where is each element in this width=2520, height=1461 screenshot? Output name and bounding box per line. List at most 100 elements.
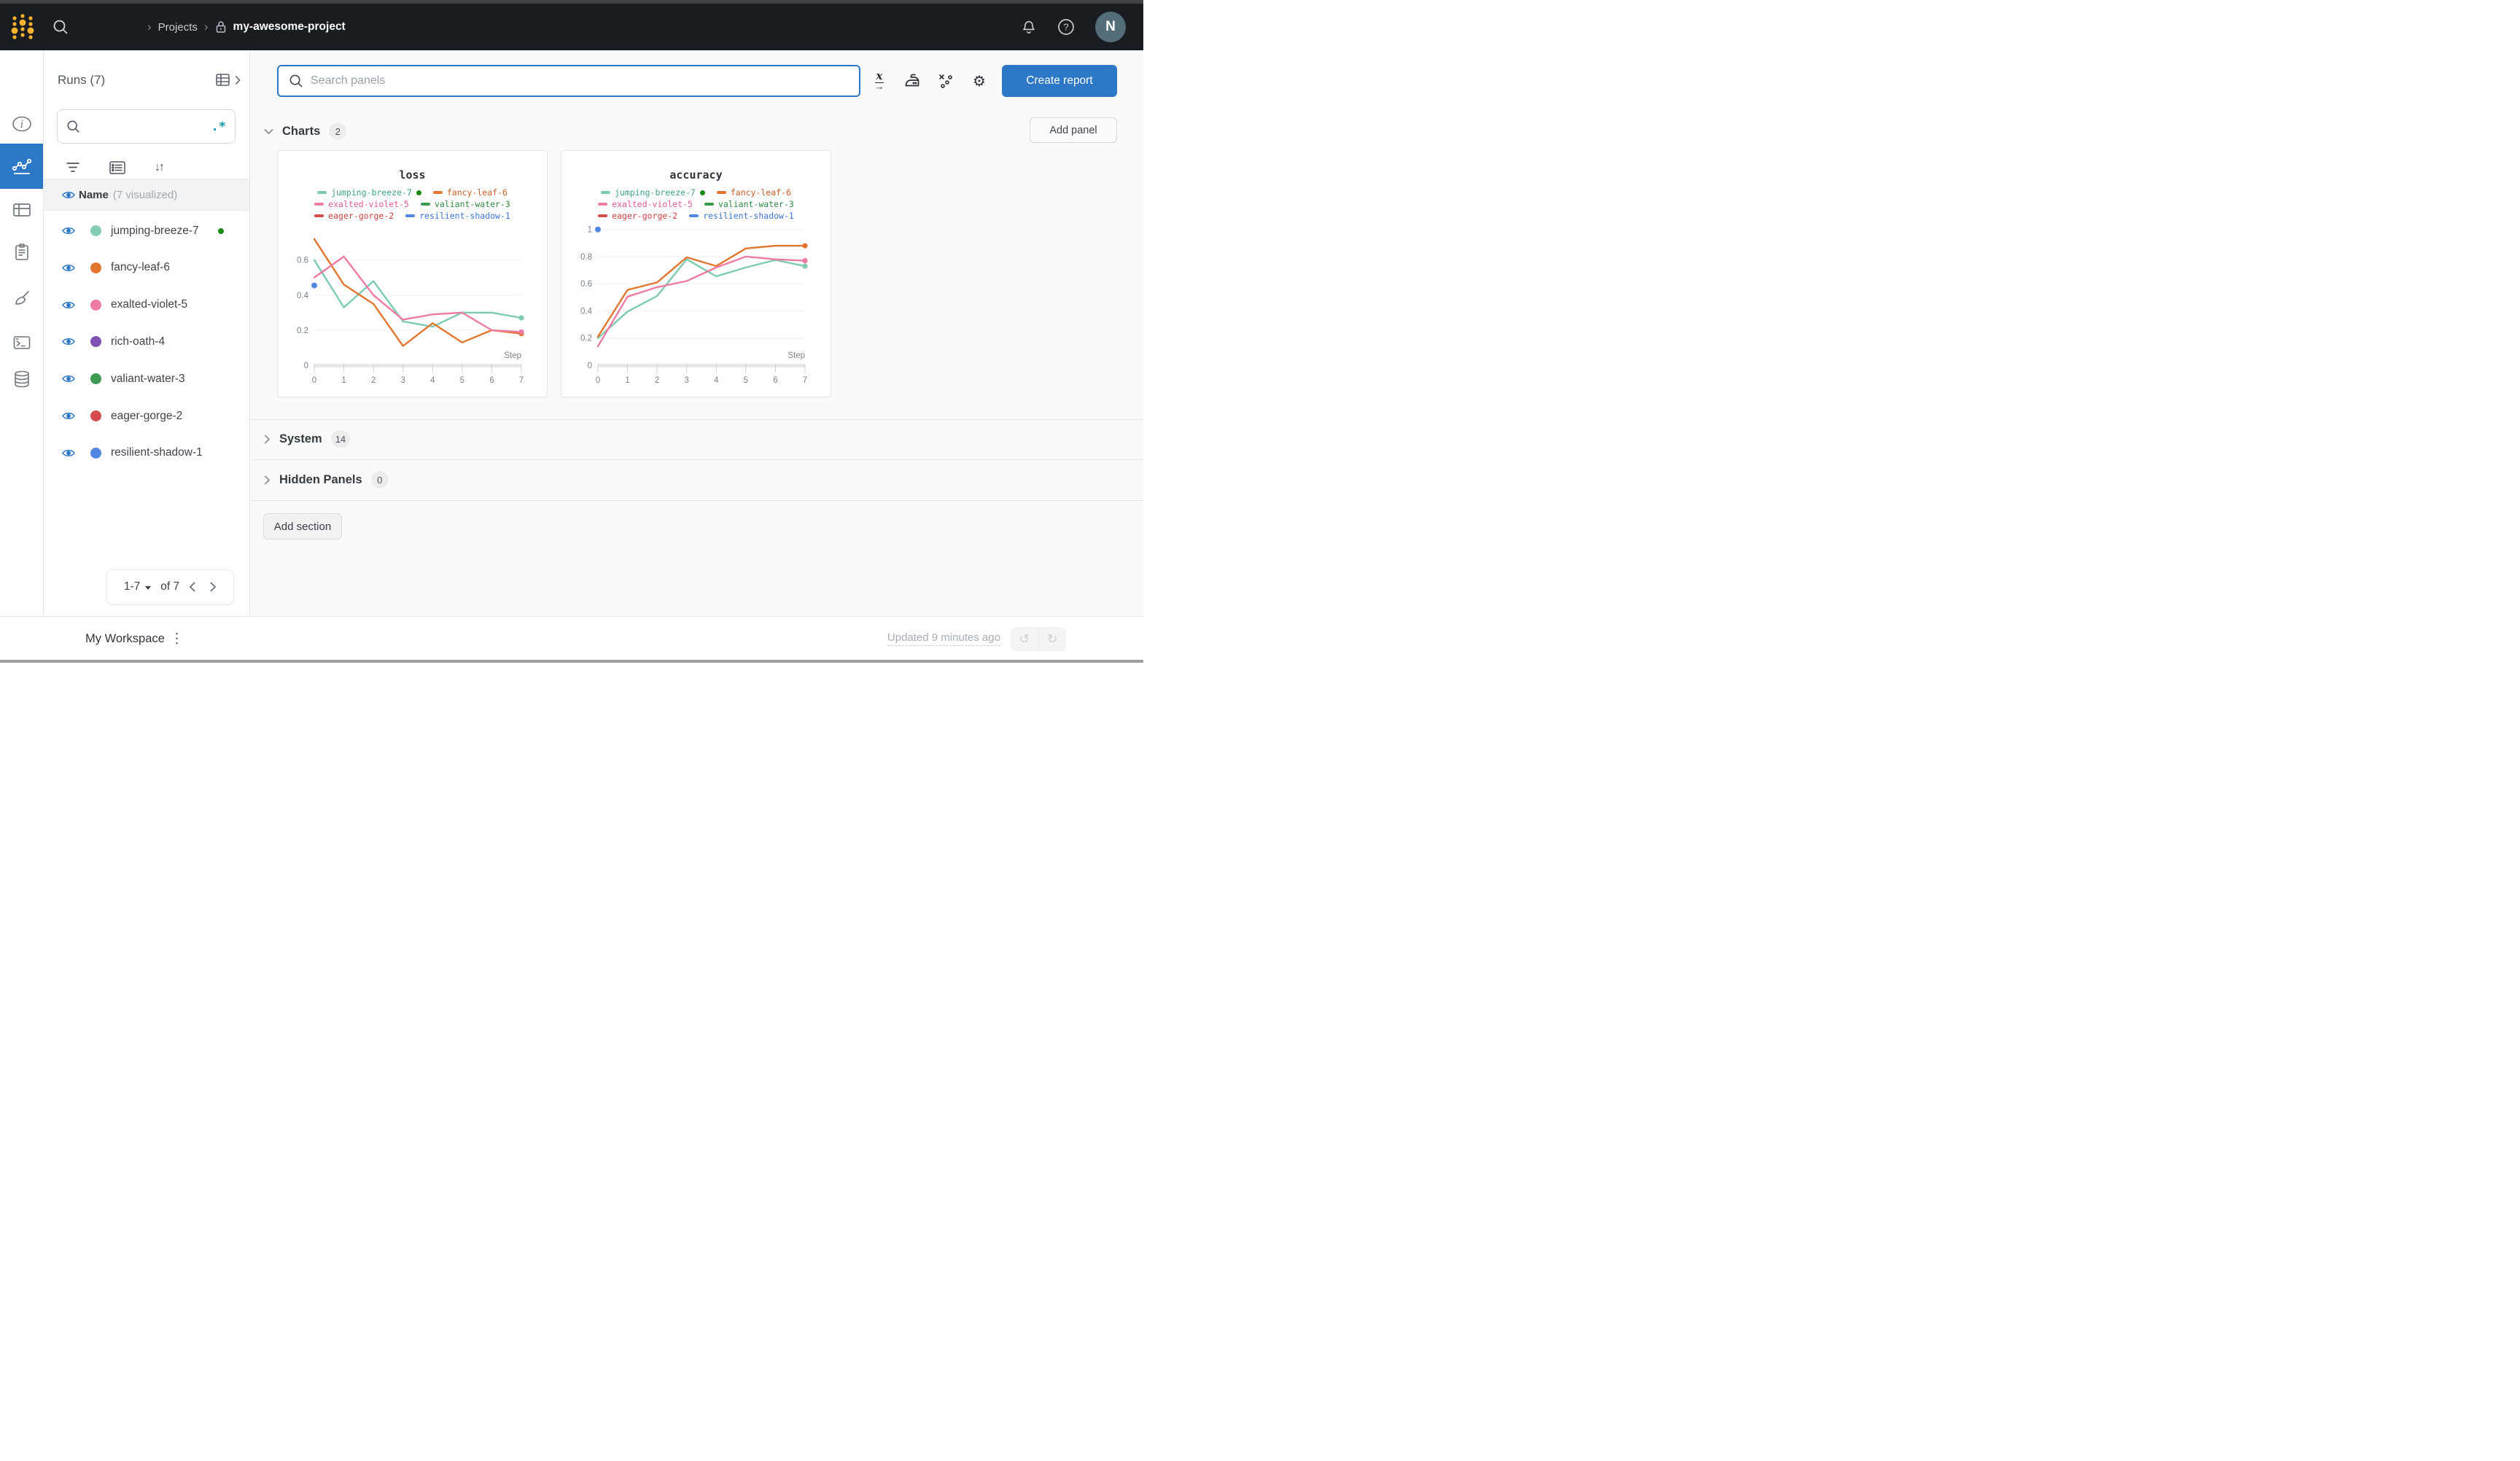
add-section-button[interactable]: Add section [263,513,342,539]
add-panel-button[interactable]: Add panel [1030,117,1117,143]
overview-info-icon[interactable]: i [0,113,43,135]
legend-item[interactable]: exalted-violet-5 [314,199,409,209]
breadcrumb-project-name[interactable]: my-awesome-project [233,20,346,33]
svg-text:7: 7 [803,376,807,385]
panel-search-input[interactable] [311,74,849,87]
chevron-down-icon[interactable] [264,128,273,135]
next-page-button[interactable] [209,581,217,593]
legend-item[interactable]: eager-gorge-2 [598,211,677,221]
eye-visible-icon[interactable] [62,300,75,310]
artifacts-database-icon[interactable] [0,368,43,390]
sweeps-broom-icon[interactable] [0,287,43,309]
chevron-right-icon[interactable] [264,434,271,444]
run-color-dot [90,336,101,348]
regex-toggle[interactable]: .* [211,119,226,134]
legend-item[interactable]: exalted-violet-5 [598,199,693,209]
svg-text:0: 0 [312,376,316,385]
svg-text:0.6: 0.6 [297,257,308,265]
outliers-scatter-icon[interactable] [935,70,957,92]
undo-icon[interactable]: ↺ [1011,627,1039,651]
legend-item[interactable]: jumping-breeze-7 [317,187,421,198]
eye-visible-icon[interactable] [62,190,75,200]
table-view-icon[interactable] [0,200,43,220]
bottom-scrollbar[interactable] [0,660,1143,663]
run-row[interactable]: rich-oath-4 [44,323,249,360]
settings-gear-icon[interactable]: ⚙ [973,73,986,90]
kebab-menu-icon[interactable]: ⋮ [170,631,184,647]
run-name[interactable]: fancy-leaf-6 [111,261,170,274]
page-range-dropdown[interactable]: 1-7 [123,580,141,593]
chart-panel-loss[interactable]: loss jumping-breeze-7 fancy-leaf-6 exalted-… [277,150,548,397]
prev-page-button[interactable] [189,581,196,593]
svg-text:3: 3 [685,376,689,385]
run-row[interactable]: exalted-violet-5 [44,287,249,324]
redo-icon[interactable]: ↻ [1047,631,1058,646]
run-name[interactable]: jumping-breeze-7 [111,224,199,237]
run-color-dot [90,447,101,459]
create-report-button[interactable]: Create report [1002,65,1117,97]
workspace-charts-tab[interactable] [0,144,43,189]
expand-runs-table-button[interactable] [216,73,241,87]
run-name[interactable]: eager-gorge-2 [111,409,183,422]
filter-icon[interactable] [66,161,80,174]
run-row[interactable]: fancy-leaf-6 [44,249,249,287]
eye-visible-icon[interactable] [62,263,75,273]
legend-item[interactable]: resilient-shadow-1 [405,211,510,221]
chart-panel-accuracy[interactable]: accuracy jumping-breeze-7 fancy-leaf-6 exal… [561,150,831,397]
page-total-label: of 7 [160,580,180,593]
run-color-dot [90,262,101,273]
charts-section-header[interactable]: Charts 2 [264,122,347,140]
chart-legend: jumping-breeze-7 fancy-leaf-6 exalted-viol… [278,187,547,221]
avatar[interactable]: N [1095,12,1126,42]
hidden-panels-section-header[interactable]: Hidden Panels 0 [264,471,389,488]
eye-visible-icon[interactable] [62,226,75,235]
workspace-title[interactable]: My Workspace [85,631,165,645]
breadcrumb-projects-link[interactable]: Projects [158,20,198,34]
run-name[interactable]: resilient-shadow-1 [111,446,203,459]
legend-item[interactable]: fancy-leaf-6 [716,187,791,198]
notes-clipboard-icon[interactable] [0,241,43,263]
runs-sidebar: Runs (7) .* [44,50,250,616]
run-row[interactable]: eager-gorge-2 [44,397,249,435]
run-row[interactable]: resilient-shadow-1 [44,435,249,472]
eye-visible-icon[interactable] [62,411,75,421]
run-color-dot [90,225,101,236]
legend-item[interactable]: valiant-water-3 [704,199,794,209]
legend-item[interactable]: eager-gorge-2 [314,211,394,221]
run-name[interactable]: valiant-water-3 [111,372,185,385]
runs-name-header[interactable]: Name (7 visualized) [44,179,249,211]
svg-text:3: 3 [401,376,405,385]
group-list-icon[interactable] [109,161,125,174]
legend-run-name: jumping-breeze-7 [331,187,412,198]
wandb-logo-icon[interactable] [10,11,35,43]
run-row[interactable]: jumping-breeze-7 [44,212,249,249]
global-search-icon[interactable] [52,19,69,36]
undo-redo-group: ↺ ↻ [1011,627,1066,651]
runs-search-input[interactable] [87,120,206,133]
legend-item[interactable]: valiant-water-3 [420,199,510,209]
x-axis-settings-icon[interactable]: x → [874,69,884,92]
eye-visible-icon[interactable] [62,337,75,346]
smoothing-iron-icon[interactable] [901,70,923,92]
svg-text:1: 1 [588,226,592,235]
run-row[interactable]: valiant-water-3 [44,360,249,397]
system-section-header[interactable]: System 14 [264,430,351,448]
help-icon[interactable]: ? [1057,18,1075,36]
run-name[interactable]: exalted-violet-5 [111,298,188,311]
legend-item[interactable]: fancy-leaf-6 [432,187,508,198]
legend-color-dash [598,203,608,206]
eye-visible-icon[interactable] [62,448,75,458]
legend-run-name: fancy-leaf-6 [446,187,508,198]
run-name[interactable]: rich-oath-4 [111,335,166,348]
legend-item[interactable]: resilient-shadow-1 [689,211,794,221]
eye-visible-icon[interactable] [62,374,75,383]
header-actions: ? N [1021,4,1126,50]
chevron-down-icon[interactable] [145,585,152,590]
chart-plot: 0 0.2 0.4 0.6 0.8 1 0 1 2 3 4 5 6 7 Step [580,226,808,385]
legend-item[interactable]: jumping-breeze-7 [601,187,705,198]
chevron-right-icon[interactable] [264,475,271,485]
launch-terminal-icon[interactable] [0,332,43,353]
notifications-bell-icon[interactable] [1021,19,1037,36]
sort-icon[interactable]: ↓↑ [155,161,165,174]
svg-text:5: 5 [744,376,748,385]
